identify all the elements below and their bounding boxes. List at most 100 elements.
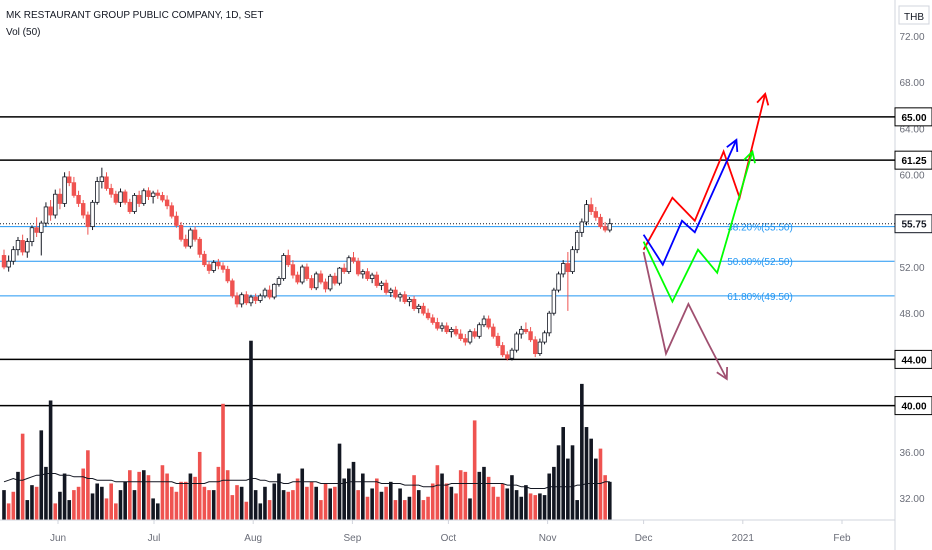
candle[interactable] bbox=[369, 272, 375, 284]
candle[interactable] bbox=[514, 331, 519, 353]
candle[interactable] bbox=[519, 325, 524, 339]
candle[interactable] bbox=[430, 314, 435, 325]
candle[interactable] bbox=[253, 293, 258, 304]
candle[interactable] bbox=[1, 249, 7, 270]
candle[interactable] bbox=[206, 261, 212, 274]
candle[interactable] bbox=[183, 234, 188, 249]
candle[interactable] bbox=[11, 246, 16, 265]
candle[interactable] bbox=[118, 188, 123, 207]
candle[interactable] bbox=[565, 251, 571, 311]
candle[interactable] bbox=[607, 218, 612, 233]
candle[interactable] bbox=[174, 211, 179, 228]
candle[interactable] bbox=[150, 190, 156, 204]
candle[interactable] bbox=[495, 332, 501, 348]
candle[interactable] bbox=[244, 291, 249, 306]
candle[interactable] bbox=[458, 329, 463, 341]
candle[interactable] bbox=[155, 189, 160, 199]
candle[interactable] bbox=[164, 195, 170, 210]
candle[interactable] bbox=[295, 271, 300, 285]
currency-box[interactable] bbox=[898, 5, 930, 25]
candle[interactable] bbox=[593, 206, 599, 221]
candle[interactable] bbox=[537, 338, 543, 356]
candle[interactable] bbox=[383, 279, 389, 295]
candle[interactable] bbox=[281, 253, 286, 281]
candle[interactable] bbox=[472, 328, 477, 339]
candle[interactable] bbox=[588, 197, 594, 216]
candle[interactable] bbox=[314, 271, 319, 291]
candle[interactable] bbox=[318, 270, 324, 285]
candle[interactable] bbox=[523, 322, 529, 334]
candle[interactable] bbox=[225, 265, 230, 284]
candle[interactable] bbox=[556, 271, 561, 293]
candle[interactable] bbox=[192, 226, 198, 242]
candle[interactable] bbox=[500, 342, 505, 358]
candle[interactable] bbox=[355, 257, 361, 277]
candle[interactable] bbox=[6, 255, 11, 272]
candle[interactable] bbox=[309, 275, 314, 291]
candle[interactable] bbox=[444, 322, 449, 334]
candle[interactable] bbox=[570, 246, 575, 274]
candle[interactable] bbox=[379, 280, 384, 291]
candle[interactable] bbox=[491, 323, 496, 339]
candle[interactable] bbox=[113, 190, 119, 205]
candle[interactable] bbox=[262, 287, 268, 299]
candle[interactable] bbox=[43, 202, 49, 227]
candle[interactable] bbox=[267, 285, 272, 300]
candle[interactable] bbox=[486, 315, 491, 330]
candle[interactable] bbox=[561, 260, 566, 278]
level-price-tag[interactable] bbox=[894, 107, 932, 127]
level-price-tag[interactable] bbox=[894, 349, 932, 369]
candle[interactable] bbox=[602, 221, 608, 233]
candle[interactable] bbox=[71, 176, 77, 198]
candle[interactable] bbox=[542, 330, 547, 345]
projection-path[interactable] bbox=[642, 251, 728, 380]
candle[interactable] bbox=[365, 268, 370, 281]
candle[interactable] bbox=[290, 260, 296, 279]
candle[interactable] bbox=[127, 198, 133, 214]
candle[interactable] bbox=[416, 303, 421, 314]
candle[interactable] bbox=[95, 176, 100, 205]
candle[interactable] bbox=[108, 183, 114, 198]
candle[interactable] bbox=[481, 315, 487, 328]
candle[interactable] bbox=[248, 294, 254, 307]
currency-label[interactable]: THB bbox=[904, 12, 924, 23]
candle[interactable] bbox=[300, 264, 305, 285]
candle[interactable] bbox=[388, 287, 393, 298]
candle[interactable] bbox=[477, 322, 482, 339]
candle[interactable] bbox=[435, 317, 440, 331]
candle[interactable] bbox=[547, 310, 552, 337]
candle[interactable] bbox=[579, 218, 585, 237]
candle[interactable] bbox=[202, 250, 207, 267]
candle[interactable] bbox=[332, 272, 338, 286]
candle[interactable] bbox=[48, 200, 53, 221]
candle[interactable] bbox=[425, 308, 431, 321]
candle[interactable] bbox=[160, 191, 165, 203]
candle[interactable] bbox=[25, 238, 30, 258]
candle[interactable] bbox=[276, 276, 282, 287]
candle[interactable] bbox=[67, 171, 72, 187]
volume-indicator-label[interactable]: Vol (50) bbox=[6, 27, 41, 38]
candle[interactable] bbox=[351, 251, 356, 264]
candle[interactable] bbox=[104, 172, 109, 191]
projection-path[interactable] bbox=[642, 139, 738, 267]
candle[interactable] bbox=[29, 225, 35, 247]
candle[interactable] bbox=[393, 286, 398, 300]
candle[interactable] bbox=[467, 329, 473, 345]
candle[interactable] bbox=[141, 188, 146, 206]
candle[interactable] bbox=[178, 221, 184, 242]
candle[interactable] bbox=[272, 283, 277, 300]
candle[interactable] bbox=[439, 322, 445, 332]
candle[interactable] bbox=[421, 302, 426, 316]
candle[interactable] bbox=[122, 189, 128, 205]
candle[interactable] bbox=[360, 269, 366, 279]
candle[interactable] bbox=[402, 291, 407, 304]
candle[interactable] bbox=[234, 292, 240, 308]
candle[interactable] bbox=[258, 293, 263, 303]
candle[interactable] bbox=[453, 325, 459, 337]
level-price-tag[interactable] bbox=[894, 396, 932, 416]
candle[interactable] bbox=[337, 267, 342, 286]
candle[interactable] bbox=[509, 347, 515, 361]
candle[interactable] bbox=[169, 202, 174, 219]
candle[interactable] bbox=[81, 200, 86, 219]
